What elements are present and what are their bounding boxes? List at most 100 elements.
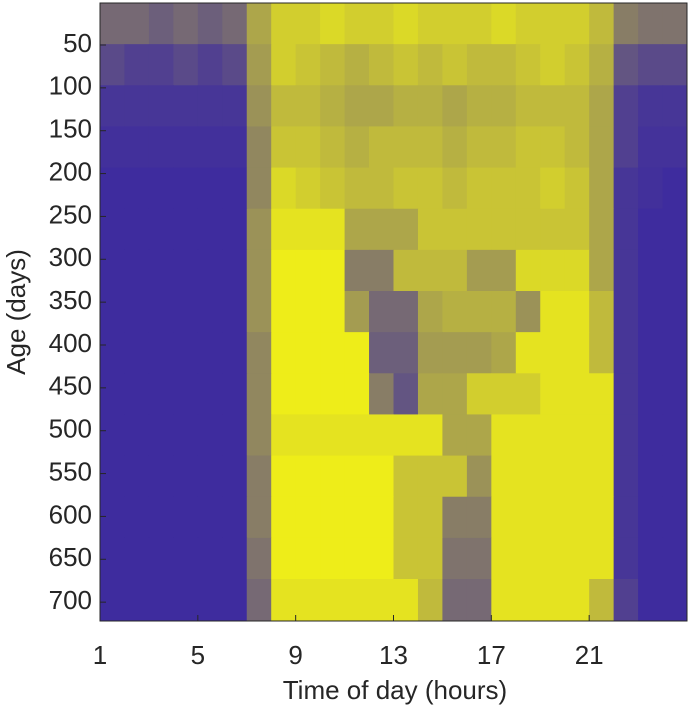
heatmap-cell — [417, 455, 443, 498]
heatmap-cell — [589, 496, 615, 539]
heatmap-cell — [515, 414, 541, 457]
heatmap-cell — [540, 332, 566, 374]
heatmap-cell — [246, 249, 272, 292]
heatmap-cell — [173, 579, 199, 621]
heatmap-cell — [173, 332, 199, 374]
heatmap-cell — [564, 579, 590, 621]
heatmap-cell — [540, 373, 566, 415]
heatmap-cell — [638, 537, 664, 580]
heatmap-cell — [344, 44, 370, 86]
heatmap-cell — [442, 537, 468, 580]
x-tick-label: 5 — [191, 640, 205, 670]
heatmap-cell — [222, 44, 248, 86]
heatmap-cell — [638, 579, 664, 621]
heatmap-cell — [197, 414, 223, 457]
heatmap-cell — [589, 85, 615, 127]
heatmap-cell — [662, 455, 688, 498]
heatmap-cell — [222, 208, 248, 251]
heatmap-cell — [515, 249, 541, 292]
heatmap-cell — [515, 373, 541, 415]
heatmap-cell — [148, 167, 174, 210]
heatmap-cell — [369, 291, 394, 333]
heatmap-cell — [344, 126, 370, 169]
y-tick-label: 450 — [49, 371, 92, 401]
heatmap-cell — [369, 44, 394, 86]
y-axis-label: Age (days) — [1, 249, 31, 375]
heatmap-cell — [589, 44, 615, 86]
heatmap-cell — [417, 537, 443, 580]
heatmap-cell — [540, 126, 566, 169]
heatmap-cell — [173, 373, 199, 415]
heatmap-cell — [491, 249, 517, 292]
heatmap-cell — [295, 373, 321, 415]
heatmap-cell — [197, 455, 223, 498]
y-tick-label: 250 — [49, 199, 92, 229]
heatmap-cell — [589, 373, 615, 415]
heatmap-cell — [246, 167, 272, 210]
heatmap-cell — [393, 537, 419, 580]
heatmap-cell — [124, 291, 150, 333]
heatmap-cell — [124, 579, 150, 621]
y-tick-label: 650 — [49, 542, 92, 572]
heatmap-cell — [100, 332, 125, 374]
heatmap-cell — [564, 332, 590, 374]
heatmap-cell — [148, 3, 174, 45]
heatmap-cell — [417, 3, 443, 45]
heatmap-cell — [344, 496, 370, 539]
heatmap-cell — [197, 3, 223, 45]
heatmap-cell — [344, 414, 370, 457]
heatmap-cell — [124, 455, 150, 498]
heatmap-cell — [295, 332, 321, 374]
heatmap-cell — [540, 249, 566, 292]
heatmap-cell — [271, 85, 297, 127]
heatmap-cell — [393, 414, 419, 457]
heatmap-cell — [662, 414, 688, 457]
heatmap-cell — [540, 496, 566, 539]
heatmap-cell — [197, 373, 223, 415]
heatmap-cell — [662, 291, 688, 333]
heatmap-cell — [369, 167, 394, 210]
heatmap-cell — [442, 579, 468, 621]
heatmap-cell — [295, 3, 321, 45]
heatmap-cell — [173, 126, 199, 169]
x-tick-label: 17 — [477, 640, 506, 670]
heatmap-cell — [442, 332, 468, 374]
heatmap-cell — [271, 44, 297, 86]
heatmap-cell — [173, 496, 199, 539]
heatmap-cell — [515, 208, 541, 251]
heatmap-cell — [540, 579, 566, 621]
heatmap-cell — [442, 208, 468, 251]
heatmap-cell — [222, 414, 248, 457]
heatmap-cell — [613, 3, 639, 45]
heatmap-cell — [442, 496, 468, 539]
heatmap-cell — [466, 3, 492, 45]
heatmap-cell — [662, 332, 688, 374]
heatmap-cell — [344, 455, 370, 498]
heatmap-cell — [197, 249, 223, 292]
heatmap-cell — [222, 291, 248, 333]
y-tick-label: 400 — [49, 328, 92, 358]
heatmap-cell — [197, 85, 223, 127]
heatmap-cell — [638, 167, 664, 210]
heatmap-cell — [540, 537, 566, 580]
heatmap-cell — [369, 208, 394, 251]
heatmap-cell — [540, 167, 566, 210]
heatmap-cell — [589, 167, 615, 210]
heatmap-cell — [100, 208, 125, 251]
heatmap-cell — [295, 414, 321, 457]
heatmap-cell — [271, 3, 297, 45]
heatmap-cell — [638, 249, 664, 292]
heatmap-cell — [320, 496, 346, 539]
heatmap-cell — [148, 579, 174, 621]
heatmap-cell — [540, 291, 566, 333]
heatmap-cell — [442, 291, 468, 333]
heatmap-cell — [638, 3, 664, 45]
heatmap-cell — [320, 332, 346, 374]
heatmap-cell — [662, 249, 688, 292]
heatmap-cell — [369, 455, 394, 498]
heatmap-cell — [393, 373, 419, 415]
heatmap-cell — [344, 167, 370, 210]
heatmap-cell — [589, 126, 615, 169]
heatmap-cell — [369, 537, 394, 580]
heatmap-cell — [564, 3, 590, 45]
